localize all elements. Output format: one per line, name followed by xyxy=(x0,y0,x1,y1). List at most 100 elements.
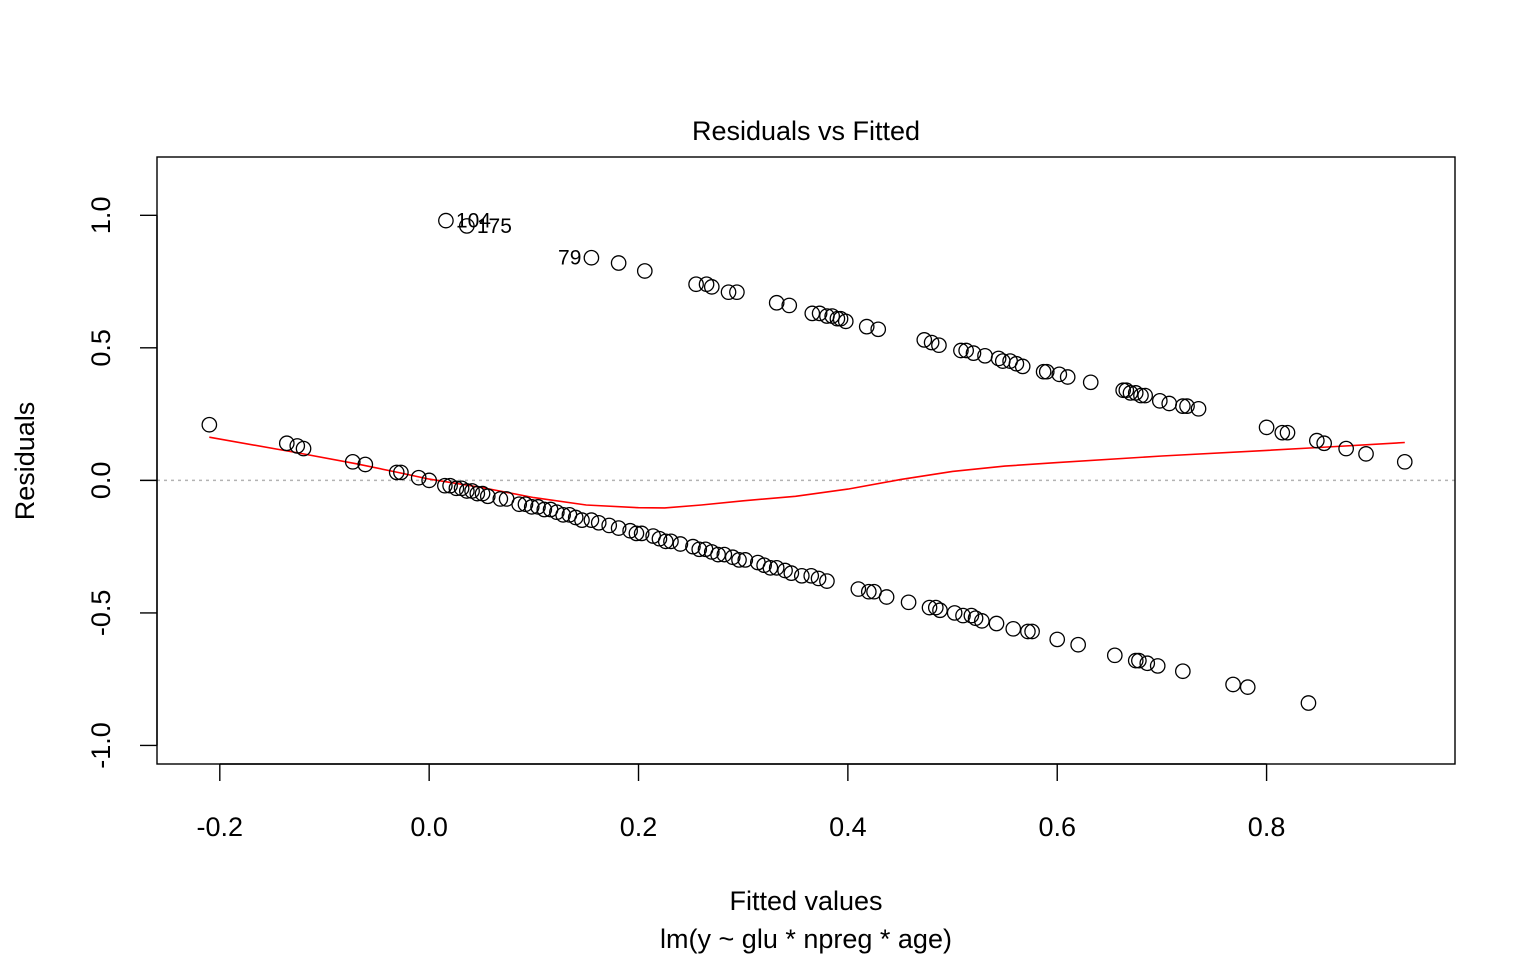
data-point xyxy=(810,570,827,587)
data-point xyxy=(829,310,846,327)
data-point xyxy=(762,560,779,576)
data-point xyxy=(393,464,409,481)
data-point xyxy=(458,483,475,499)
x-axis-label: Fitted values xyxy=(729,886,882,916)
data-point xyxy=(688,276,704,293)
data-point xyxy=(729,284,745,301)
data-point xyxy=(768,294,785,311)
data-point xyxy=(1274,424,1291,441)
data-point xyxy=(610,520,627,536)
data-point xyxy=(860,583,877,600)
data-point xyxy=(1115,382,1132,399)
data-point xyxy=(783,565,800,582)
data-point xyxy=(793,567,810,584)
y-tick-label: 0.0 xyxy=(86,462,116,500)
data-point xyxy=(523,499,540,515)
smooth-line xyxy=(209,436,1405,509)
data-point xyxy=(781,297,798,314)
data-point xyxy=(768,560,785,576)
data-point xyxy=(492,491,509,507)
data-point xyxy=(421,472,438,489)
data-point xyxy=(1082,374,1099,391)
data-point xyxy=(953,342,969,359)
data-point xyxy=(1225,676,1241,693)
data-point xyxy=(583,249,600,266)
data-point xyxy=(703,279,720,295)
x-tick-label: -0.2 xyxy=(197,812,244,842)
data-point xyxy=(720,284,737,301)
data-point xyxy=(1239,679,1256,695)
smooth-line-group xyxy=(209,436,1405,509)
data-point xyxy=(663,533,679,550)
data-point xyxy=(1133,387,1149,404)
data-point xyxy=(1174,398,1191,415)
data-point xyxy=(1137,387,1154,404)
data-point xyxy=(1161,395,1178,412)
data-point xyxy=(610,255,627,271)
data-point xyxy=(1059,369,1076,385)
data-point xyxy=(278,435,295,452)
data-point xyxy=(574,512,590,528)
data-point xyxy=(555,506,571,523)
data-point xyxy=(590,514,607,531)
data-point xyxy=(916,332,933,348)
data-point xyxy=(601,517,618,534)
point-label: 79 xyxy=(558,247,581,270)
data-point xyxy=(716,546,733,563)
data-point xyxy=(803,567,820,584)
plot-frame xyxy=(156,156,1456,765)
data-point xyxy=(633,525,650,542)
x-tick-label: 0.4 xyxy=(829,812,867,842)
data-point xyxy=(965,345,982,361)
data-point xyxy=(357,456,374,473)
data-point xyxy=(963,607,980,624)
data-point xyxy=(295,440,312,457)
data-point xyxy=(819,573,835,589)
data-point xyxy=(458,218,475,234)
data-point xyxy=(536,501,553,518)
data-point xyxy=(410,469,427,486)
x-tick-label: 0.8 xyxy=(1248,812,1286,842)
y-tick-label: 0.5 xyxy=(86,329,116,367)
data-point xyxy=(804,305,821,322)
x-axis: -0.2 0.0 0.2 0.4 0.6 0.8 xyxy=(197,763,1286,842)
chart-subtitle: lm(y ~ glu * npreg * age) xyxy=(660,924,952,954)
data-point xyxy=(900,594,917,611)
x-tick-label: 0.2 xyxy=(620,812,658,842)
data-point xyxy=(201,416,218,433)
data-point xyxy=(927,599,944,616)
data-point xyxy=(1258,419,1275,436)
data-point xyxy=(850,581,867,597)
data-point xyxy=(437,477,453,494)
data-point xyxy=(1070,636,1087,653)
data-point xyxy=(657,533,674,550)
data-point xyxy=(731,552,747,568)
data-point xyxy=(988,615,1005,632)
data-point xyxy=(946,605,963,621)
y-tick-label: -0.5 xyxy=(86,590,116,637)
data-point xyxy=(1005,620,1022,637)
data-point xyxy=(1139,655,1156,672)
data-point xyxy=(1049,631,1066,648)
data-point xyxy=(837,313,854,330)
data-point xyxy=(923,334,940,351)
data-point xyxy=(710,546,726,563)
point-label: 175 xyxy=(477,215,512,238)
data-point xyxy=(628,525,645,542)
y-axis-label: Residuals xyxy=(10,402,40,521)
data-point xyxy=(1106,647,1123,664)
data-point xyxy=(1151,393,1168,409)
data-point xyxy=(1279,424,1296,441)
data-point xyxy=(1127,652,1144,669)
data-point xyxy=(955,607,971,624)
data-point xyxy=(870,321,887,338)
data-point xyxy=(636,263,653,279)
data-point xyxy=(1300,695,1317,711)
data-point xyxy=(479,488,496,505)
points-group xyxy=(201,212,1413,711)
data-point xyxy=(448,480,465,497)
x-tick-label: 0.6 xyxy=(1038,812,1076,842)
data-point xyxy=(811,305,828,322)
data-point xyxy=(469,485,486,502)
